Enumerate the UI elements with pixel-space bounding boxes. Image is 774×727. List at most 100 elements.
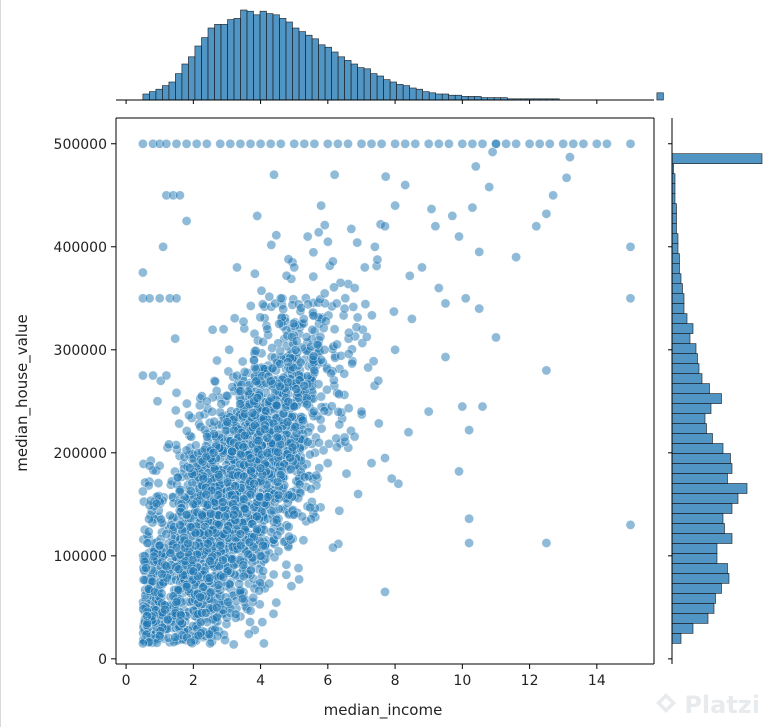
scatter-point xyxy=(474,303,485,314)
scatter-point xyxy=(220,511,230,522)
scatter-point xyxy=(531,221,542,232)
scatter-point xyxy=(264,291,275,302)
scatter-point xyxy=(229,313,240,324)
scatter-point xyxy=(221,390,232,401)
y-tick-label: 100000 xyxy=(54,549,107,565)
histogram-bar xyxy=(142,93,150,101)
scatter-point xyxy=(353,489,363,499)
histogram-bar xyxy=(214,24,222,101)
histogram-bar xyxy=(298,31,306,101)
scatter-point xyxy=(329,324,340,335)
histogram-bar xyxy=(266,13,274,101)
histogram-bar xyxy=(671,333,691,344)
left-edge-border xyxy=(0,0,1,727)
scatter-point xyxy=(326,401,337,412)
scatter-point xyxy=(186,637,196,648)
y-tick-label: 200000 xyxy=(54,446,107,462)
scatter-point xyxy=(153,478,164,488)
scatter-point xyxy=(388,306,399,317)
scatter-point xyxy=(316,423,327,434)
scatter-point xyxy=(329,169,340,180)
scatter-point xyxy=(447,210,458,221)
scatter-point xyxy=(205,587,216,598)
scatter-point xyxy=(181,445,192,456)
scatter-point xyxy=(174,486,185,497)
scatter-point xyxy=(202,431,212,442)
histogram-bar xyxy=(383,79,391,101)
scatter-point xyxy=(198,473,209,484)
scatter-point xyxy=(240,504,250,514)
histogram-bar xyxy=(671,613,709,624)
scatter-point xyxy=(457,138,468,149)
scatter-point xyxy=(256,285,267,296)
histogram-bar xyxy=(474,96,482,101)
histogram-bar xyxy=(272,14,280,101)
scatter-point xyxy=(197,509,207,520)
scatter-point xyxy=(188,499,199,510)
histogram-bar xyxy=(461,96,469,101)
scatter-point xyxy=(201,138,212,149)
scatter-point xyxy=(386,473,397,484)
scatter-point xyxy=(322,236,333,247)
scatter-point xyxy=(156,588,167,599)
scatter-point xyxy=(165,547,176,558)
x-tick-label: 6 xyxy=(323,673,332,689)
scatter-point xyxy=(245,465,256,476)
scatter-point xyxy=(373,418,384,429)
platzi-logo-icon xyxy=(654,691,678,719)
scatter-point xyxy=(235,540,246,551)
scatter-point xyxy=(305,449,315,460)
histogram-bar xyxy=(671,213,677,224)
top-marginal-histogram xyxy=(116,9,664,104)
scatter-point xyxy=(289,401,300,412)
scatter-point xyxy=(291,336,302,346)
scatter-point xyxy=(218,324,229,335)
scatter-point xyxy=(477,401,488,412)
scatter-point xyxy=(426,204,437,214)
scatter-point xyxy=(187,555,198,566)
scatter-point xyxy=(460,293,471,304)
scatter-point xyxy=(314,437,324,448)
scatter-point xyxy=(565,152,575,162)
scatter-point xyxy=(339,303,350,314)
histogram-bar xyxy=(331,51,339,101)
scatter-point xyxy=(524,138,535,149)
scatter-point xyxy=(165,510,175,521)
scatter-point xyxy=(137,267,148,278)
scatter-point xyxy=(137,370,148,381)
scatter-point xyxy=(340,293,351,304)
scatter-point xyxy=(625,138,636,149)
scatter-point xyxy=(400,138,411,149)
scatter-point xyxy=(347,358,357,369)
scatter-point xyxy=(331,298,342,309)
histogram-bar xyxy=(671,473,728,484)
scatter-point xyxy=(154,630,165,641)
scatter-point xyxy=(333,406,344,417)
scatter-point xyxy=(245,617,255,627)
scatter-point xyxy=(440,352,451,362)
x-tick-label: 12 xyxy=(521,673,539,689)
scatter-point xyxy=(243,549,254,560)
scatter-point xyxy=(541,538,552,548)
scatter-point xyxy=(376,138,387,149)
histogram-bar xyxy=(155,88,163,101)
histogram-bar xyxy=(337,56,345,101)
scatter-point xyxy=(244,537,255,548)
scatter-point xyxy=(313,227,324,238)
scatter-point xyxy=(255,138,266,149)
scatter-point xyxy=(230,609,241,620)
scatter-point xyxy=(162,614,173,625)
scatter-point xyxy=(301,332,312,342)
scatter-point xyxy=(262,492,273,502)
scatter-point xyxy=(250,345,261,356)
histogram-bar xyxy=(671,433,713,444)
scatter-point xyxy=(141,563,151,573)
scatter-point xyxy=(273,546,284,557)
scatter-point xyxy=(558,138,569,149)
scatter-point xyxy=(303,426,314,437)
scatter-point xyxy=(258,566,268,576)
scatter-point xyxy=(297,415,308,426)
scatter-point xyxy=(154,540,165,551)
scatter-point xyxy=(316,200,326,211)
